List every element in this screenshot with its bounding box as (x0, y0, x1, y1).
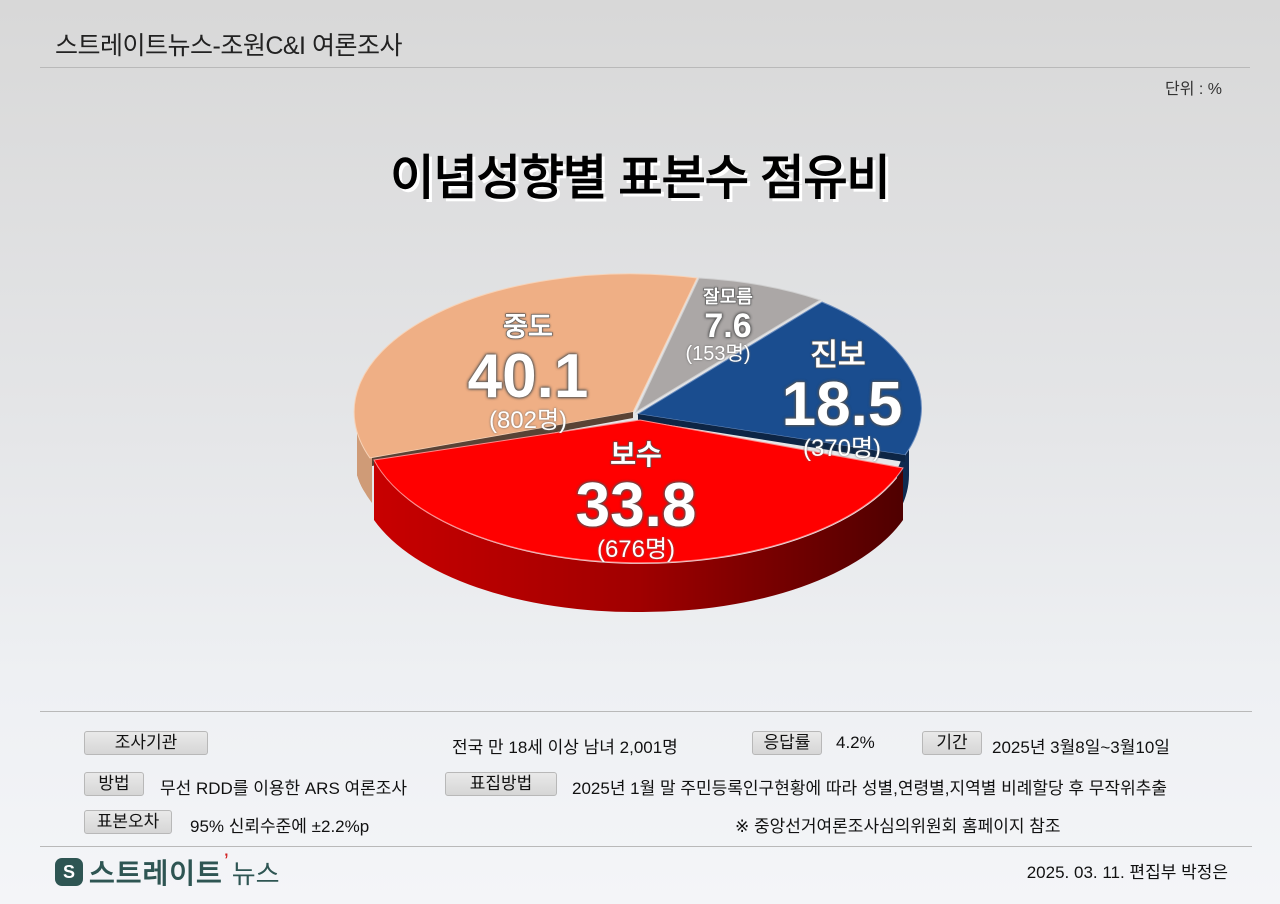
tag-response-rate: 응답률 (752, 731, 822, 755)
chart-title: 이념성향별 표본수 점유비 (390, 152, 890, 205)
target-value: 전국 만 18세 이상 남녀 2,001명 (452, 738, 678, 757)
tag-agency: 조사기관 (84, 731, 208, 755)
logo: S 스트레이트 ’ 뉴스 (55, 849, 280, 892)
tag-sampling: 표집방법 (445, 772, 557, 796)
logo-mark-icon: S (55, 858, 83, 886)
error-value: 95% 신뢰수준에 ±2.2%p (190, 817, 370, 836)
tag-period: 기간 (922, 731, 982, 755)
logo-text-sub: 뉴스 (231, 858, 280, 889)
slice-centrist (353, 273, 698, 459)
sampling-value: 2025년 1월 말 주민등록인구현황에 따라 성별,연령별,지역별 비례할당 … (572, 779, 1167, 798)
credit-line: 2025. 03. 11. 편집부 박정은 (1026, 863, 1228, 882)
label-conservative: 보수 33.8 (676명) (575, 439, 697, 563)
slice-conservative (373, 419, 904, 564)
slice-progressive (636, 301, 922, 456)
logo-accent: ’ (223, 849, 229, 874)
tag-method: 방법 (84, 772, 144, 796)
header-divider (40, 67, 1250, 68)
method-value: 무선 RDD를 이용한 ARS 여론조사 (160, 779, 408, 798)
label-progressive: 진보 18.5 (370명) (781, 339, 903, 462)
label-centrist: 중도 40.1 (802명) (467, 312, 589, 434)
logo-text-main: 스트레이트 (89, 858, 223, 889)
response-rate-value: 4.2% (836, 733, 875, 752)
unit-label: 단위 : % (1164, 81, 1222, 98)
source-note: ※ 중앙선거여론조사심의위원회 홈페이지 참조 (735, 817, 1061, 836)
footer-divider-bottom (40, 846, 1252, 847)
footer-divider-top (40, 711, 1252, 712)
slice-side-conservative (374, 460, 903, 613)
header-title: 스트레이트뉴스-조원C&I 여론조사 (55, 32, 402, 60)
slice-unknown (634, 277, 822, 414)
tag-error: 표본오차 (84, 810, 172, 834)
period-value: 2025년 3월8일~3월10일 (992, 738, 1170, 757)
label-unknown: 잘모름 7.6 (153명) (685, 287, 753, 366)
